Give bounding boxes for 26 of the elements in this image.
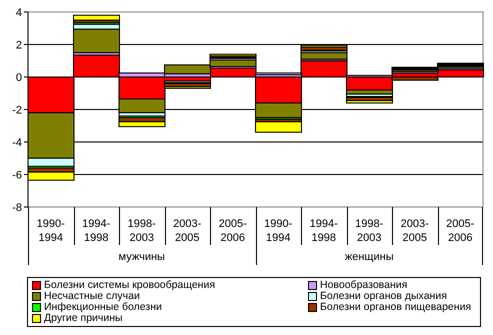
- legend-label: Болезни системы кровообращения: [43, 279, 216, 291]
- y-tick-label: -4: [12, 136, 22, 149]
- text: мужчины: [118, 251, 166, 263]
- x-tick-label: 1994-1998: [310, 218, 338, 244]
- x-tick-label: 1990-1994: [264, 218, 293, 244]
- y-tick-label: 4: [16, 6, 22, 19]
- x-tick-label: 1998-2003: [355, 218, 384, 244]
- y-tick-label: -2: [12, 104, 22, 116]
- y-tick-label: -8: [12, 202, 22, 214]
- legend-label: Инфекционные болезни: [43, 301, 163, 313]
- x-tick-label: 1990-1994: [36, 218, 66, 244]
- text: женщины: [344, 251, 395, 263]
- x-tick-label: 1994-1998: [82, 218, 111, 244]
- y-tick-label: 2: [16, 39, 22, 52]
- y-tick-label: -6: [12, 169, 22, 182]
- legend-label: Несчастные случаи: [43, 290, 140, 302]
- x-tick-label: 2003-2005: [173, 218, 202, 244]
- x-tick-label: 2003-2005: [400, 218, 430, 244]
- x-tick-label: 1998-2003: [128, 218, 156, 244]
- legend-label: Новообразования: [319, 279, 408, 291]
- y-tick-label: 0: [16, 72, 22, 84]
- legend-label: Болезни органов дыхания: [319, 290, 448, 302]
- x-tick-label: 2005-2006: [218, 218, 248, 244]
- x-tick-label: 2005-2006: [446, 218, 475, 244]
- legend-label: Болезни органов пищеварения: [319, 301, 472, 313]
- legend-label: Другие причины: [43, 312, 124, 324]
